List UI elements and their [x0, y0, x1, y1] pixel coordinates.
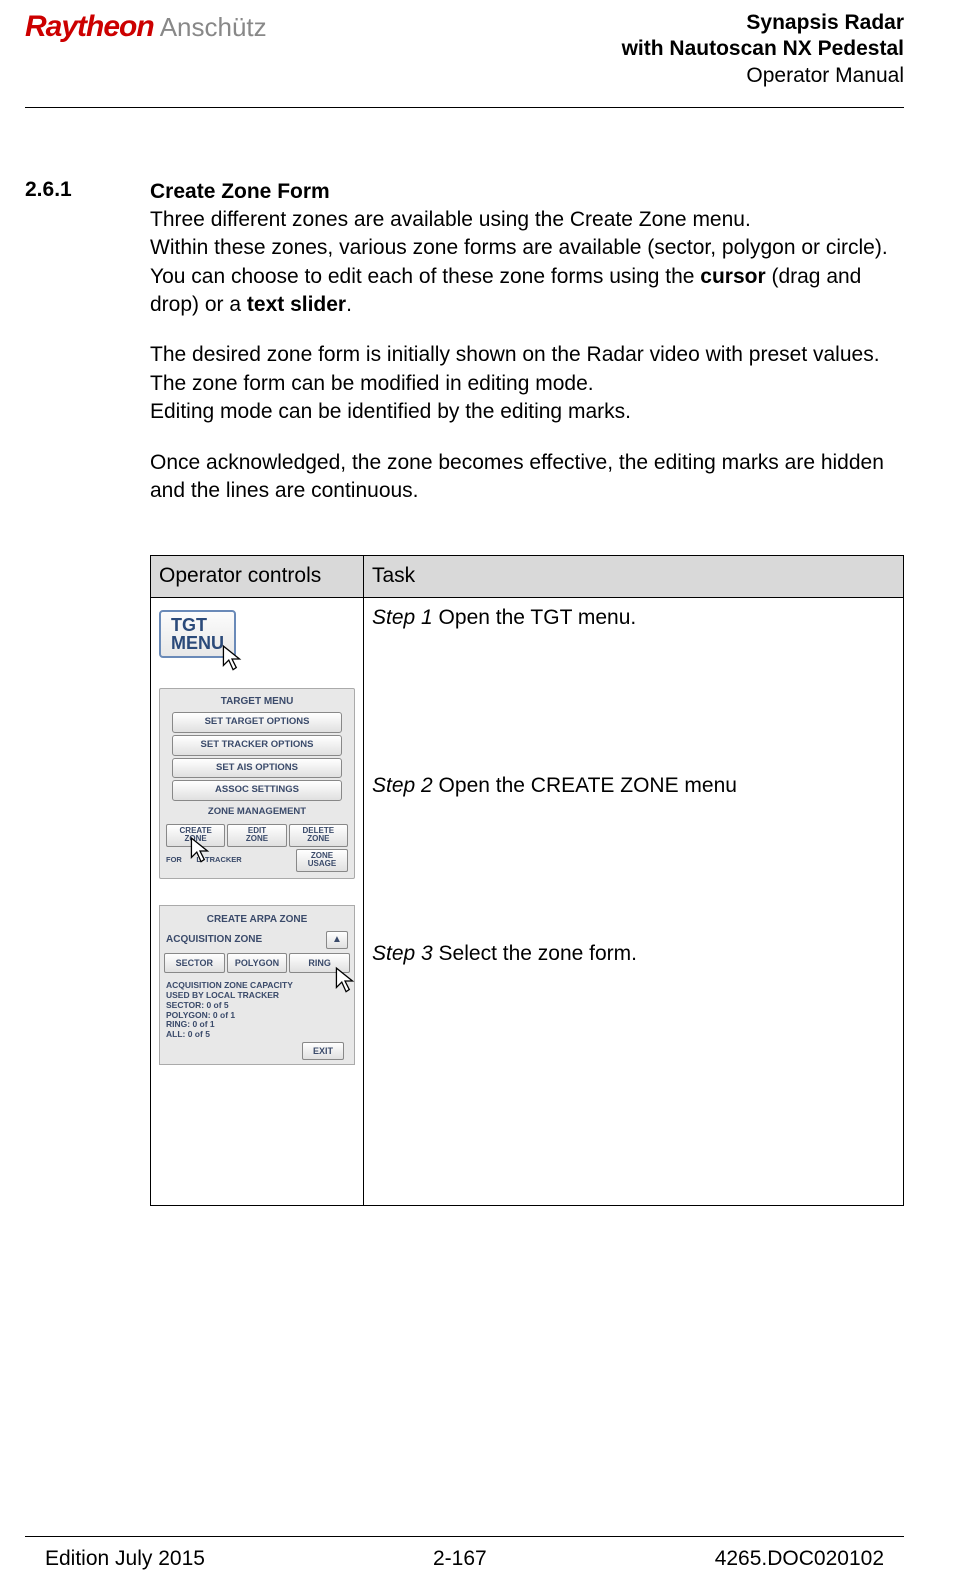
step1-text: Open the TGT menu.: [433, 606, 637, 629]
step3-label: Step 3: [372, 942, 433, 965]
set-target-options-button[interactable]: SET TARGET OPTIONS: [172, 712, 342, 733]
acquisition-zone-label: ACQUISITION ZONE: [166, 933, 322, 947]
set-ais-options-button[interactable]: SET AIS OPTIONS: [172, 758, 342, 779]
cell-task: Step 1 Open the TGT menu. Step 2 Open th…: [364, 597, 904, 1205]
doc-title-line1: Synapsis Radar: [622, 10, 904, 36]
page-header: Raytheon Anschütz Synapsis Radar with Na…: [25, 10, 904, 107]
cursor-icon: [187, 836, 213, 866]
document-title-block: Synapsis Radar with Nautoscan NX Pedesta…: [622, 10, 904, 89]
local-tracker-label: FOR L TRACKER: [166, 855, 294, 865]
footer-center: 2-167: [433, 1547, 487, 1571]
zone-usage-button[interactable]: ZONEUSAGE: [296, 849, 348, 872]
arpa-title: CREATE ARPA ZONE: [164, 910, 350, 930]
step2-text: Open the CREATE ZONE menu: [433, 774, 737, 797]
th-operator-controls: Operator controls: [151, 556, 364, 597]
step3-text: Select the zone form.: [433, 942, 637, 965]
page-footer: Edition July 2015 2-167 4265.DOC020102: [25, 1537, 904, 1571]
footer-right: 4265.DOC020102: [715, 1547, 884, 1571]
section-number: 2.6.1: [25, 178, 95, 1206]
target-menu-title: TARGET MENU: [164, 693, 350, 711]
p1-d: .: [346, 293, 352, 316]
step2-label: Step 2: [372, 774, 433, 797]
content-area: 2.6.1 Create Zone Form Three different z…: [25, 108, 904, 1516]
set-tracker-options-button[interactable]: SET TRACKER OPTIONS: [172, 735, 342, 756]
step1-label: Step 1: [372, 606, 433, 629]
logo-brand: Raytheon: [25, 10, 154, 44]
tgt-line2: MENU: [171, 634, 224, 652]
p1-a: Three different zones are available usin…: [150, 208, 751, 231]
sector-button[interactable]: SECTOR: [164, 953, 225, 973]
paragraph-1: Three different zones are available usin…: [150, 206, 904, 319]
exit-button[interactable]: EXIT: [302, 1042, 344, 1060]
cell-controls: TGT MENU TA: [151, 597, 364, 1205]
tgt-menu-panel: TGT MENU: [159, 610, 289, 658]
step-3: Step 3 Select the zone form.: [372, 940, 895, 968]
p1-bold2: text slider: [247, 293, 346, 316]
doc-title-line3: Operator Manual: [622, 63, 904, 89]
step-1: Step 1 Open the TGT menu.: [372, 604, 895, 632]
target-menu-panel-wrap: TARGET MENU SET TARGET OPTIONS SET TRACK…: [159, 688, 355, 879]
footer-left: Edition July 2015: [45, 1547, 205, 1571]
paragraph-2: The desired zone form is initially shown…: [150, 341, 904, 426]
logo-sub: Anschütz: [160, 12, 267, 43]
polygon-button[interactable]: POLYGON: [227, 953, 288, 973]
th-task: Task: [364, 556, 904, 597]
edit-zone-button[interactable]: EDITZONE: [227, 824, 286, 847]
cursor-icon: [332, 966, 358, 996]
p1-bold1: cursor: [700, 265, 765, 288]
logo: Raytheon Anschütz: [25, 10, 267, 44]
assoc-settings-button[interactable]: ASSOC SETTINGS: [172, 780, 342, 801]
doc-title-line2: with Nautoscan NX Pedestal: [622, 36, 904, 62]
cursor-icon: [219, 644, 245, 674]
section-body: Create Zone Form Three different zones a…: [150, 178, 904, 1206]
delete-zone-button[interactable]: DELETEZONE: [289, 824, 348, 847]
step-2: Step 2 Open the CREATE ZONE menu: [372, 772, 895, 800]
section-heading: Create Zone Form: [150, 178, 904, 206]
tgt-line1: TGT: [171, 616, 224, 634]
paragraph-3: Once acknowledged, the zone becomes effe…: [150, 449, 904, 506]
acquisition-up-button[interactable]: ▲: [326, 931, 348, 949]
create-arpa-zone-panel: CREATE ARPA ZONE ACQUISITION ZONE ▲ SECT…: [159, 905, 355, 1065]
capacity-block: ACQUISITION ZONE CAPACITY USED BY LOCAL …: [164, 975, 350, 1042]
zone-management-label: ZONE MANAGEMENT: [164, 803, 350, 822]
operator-table: Operator controls Task TGT MENU: [150, 555, 904, 1205]
cap-line6: ALL: 0 of 5: [166, 1030, 348, 1040]
